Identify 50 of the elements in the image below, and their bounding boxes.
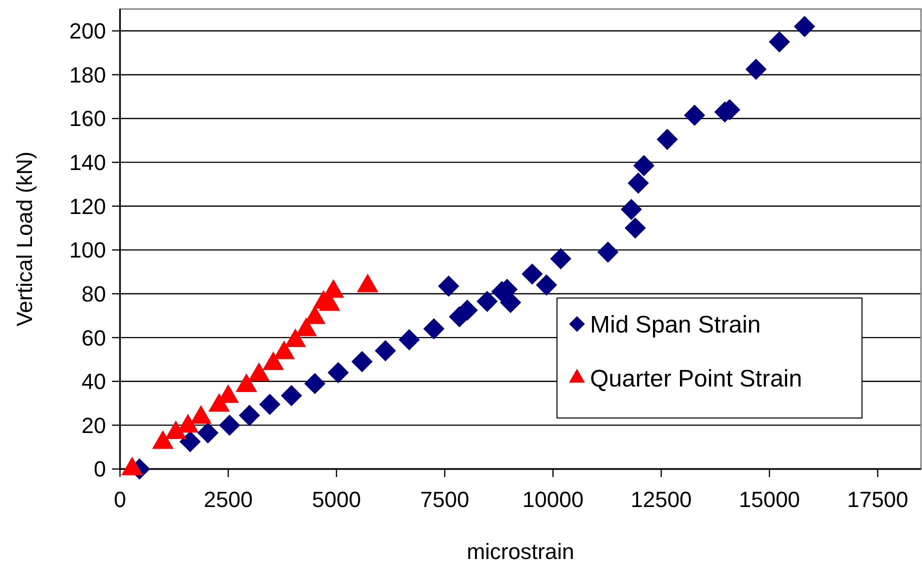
x-tick-label: 15000 [738, 487, 800, 512]
y-tick-label: 40 [82, 369, 106, 394]
point [423, 318, 445, 340]
point [768, 31, 790, 52]
point [522, 263, 543, 285]
point [624, 217, 646, 239]
legend-label: Mid Span Strain [590, 311, 761, 338]
point [218, 414, 240, 436]
point [794, 16, 816, 38]
point [628, 172, 649, 194]
point [656, 128, 678, 150]
y-tick-label: 140 [69, 150, 106, 176]
y-tick-label: 180 [69, 62, 106, 88]
point [351, 351, 373, 372]
x-axis-title: microstrain [466, 539, 574, 564]
y-tick-label: 60 [82, 325, 106, 350]
x-tick-label: 2500 [204, 487, 253, 512]
point [398, 329, 420, 350]
legend-label: Quarter Point Strain [590, 365, 802, 392]
point [745, 58, 767, 80]
point [633, 155, 655, 176]
point [328, 362, 349, 384]
point [238, 404, 260, 426]
y-axis-title: Vertical Load (kN) [12, 152, 37, 326]
point [620, 198, 642, 220]
x-tick-label: 10000 [522, 487, 584, 512]
point [476, 290, 498, 312]
y-tick-label: 20 [82, 412, 106, 438]
point [684, 104, 706, 126]
x-tick-label: 12500 [630, 487, 692, 512]
point [180, 431, 201, 452]
y-tick-label: 0 [94, 456, 106, 482]
y-tick-label: 200 [69, 18, 106, 44]
y-tick-label: 160 [69, 106, 106, 132]
point [536, 274, 558, 296]
x-tick-label: 5000 [312, 487, 361, 512]
x-tick-label: 0 [114, 487, 126, 512]
point [597, 242, 619, 263]
point [374, 340, 396, 362]
point [438, 275, 460, 297]
x-tick-label: 17500 [847, 487, 908, 512]
point [259, 394, 280, 415]
y-tick-label: 80 [82, 281, 106, 306]
x-tick-label: 7500 [420, 487, 470, 512]
y-tick-label: 100 [69, 238, 106, 263]
point [280, 385, 302, 406]
point [197, 422, 218, 444]
point [304, 372, 326, 394]
y-tick-label: 120 [69, 194, 106, 219]
point [550, 248, 572, 270]
